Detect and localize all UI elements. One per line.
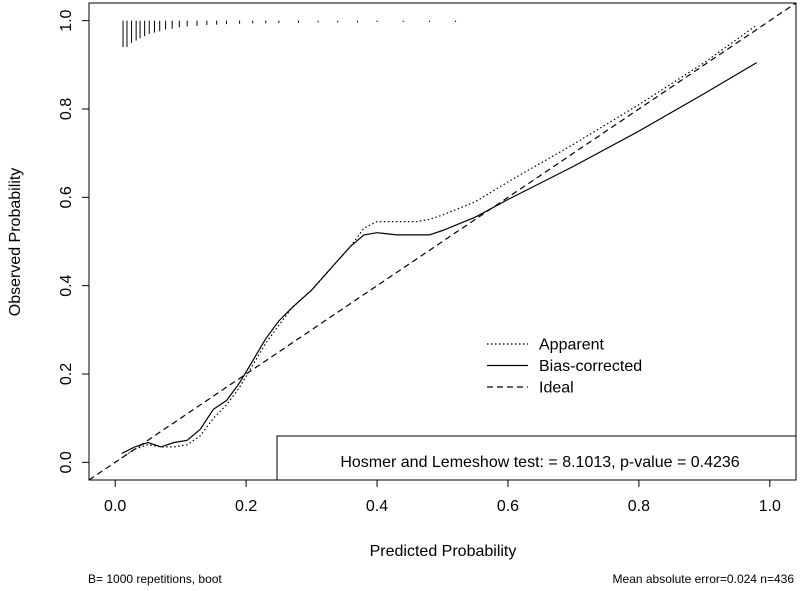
legend: Apparent Bias-corrected Ideal bbox=[487, 337, 642, 397]
legend-label: Apparent bbox=[539, 337, 604, 354]
y-tick-label: 0.6 bbox=[58, 186, 75, 208]
series-line-bias-corrected bbox=[121, 62, 758, 455]
legend-label: Bias-corrected bbox=[539, 358, 642, 375]
hosmer-lemeshow-box: Hosmer and Lemeshow test: = 8.1013, p-va… bbox=[276, 435, 797, 481]
x-tick-label: 0.2 bbox=[235, 498, 257, 515]
series-line-ideal bbox=[88, 2, 797, 481]
y-tick-label: 0.0 bbox=[58, 451, 75, 473]
footer-right-note: Mean absolute error=0.024 n=436 bbox=[612, 572, 794, 586]
annotation-frame bbox=[276, 435, 797, 481]
x-axis-label: Predicted Probability bbox=[370, 543, 517, 560]
legend-label: Ideal bbox=[539, 380, 574, 397]
x-tick-label: 1.0 bbox=[759, 498, 781, 515]
y-axis: 0.0 0.2 0.4 0.6 0.8 1.0 bbox=[58, 9, 89, 473]
series-layer bbox=[88, 2, 797, 481]
x-tick-label: 0.8 bbox=[628, 498, 650, 515]
y-tick-label: 0.4 bbox=[58, 274, 75, 296]
x-tick-label: 0.4 bbox=[366, 498, 388, 515]
annotation-text: Hosmer and Lemeshow test: = 8.1013, p-va… bbox=[340, 454, 739, 471]
x-tick-label: 0.0 bbox=[104, 498, 126, 515]
x-axis: 0.0 0.2 0.4 0.6 0.8 1.0 bbox=[104, 480, 781, 515]
x-tick-label: 0.6 bbox=[497, 498, 519, 515]
footer-left-note: B= 1000 repetitions, boot bbox=[88, 572, 222, 586]
y-axis-label: Observed Probability bbox=[7, 168, 24, 317]
rug-layer bbox=[122, 20, 457, 48]
y-tick-label: 1.0 bbox=[58, 9, 75, 31]
y-tick-label: 0.8 bbox=[58, 98, 75, 120]
y-tick-label: 0.2 bbox=[58, 363, 75, 385]
